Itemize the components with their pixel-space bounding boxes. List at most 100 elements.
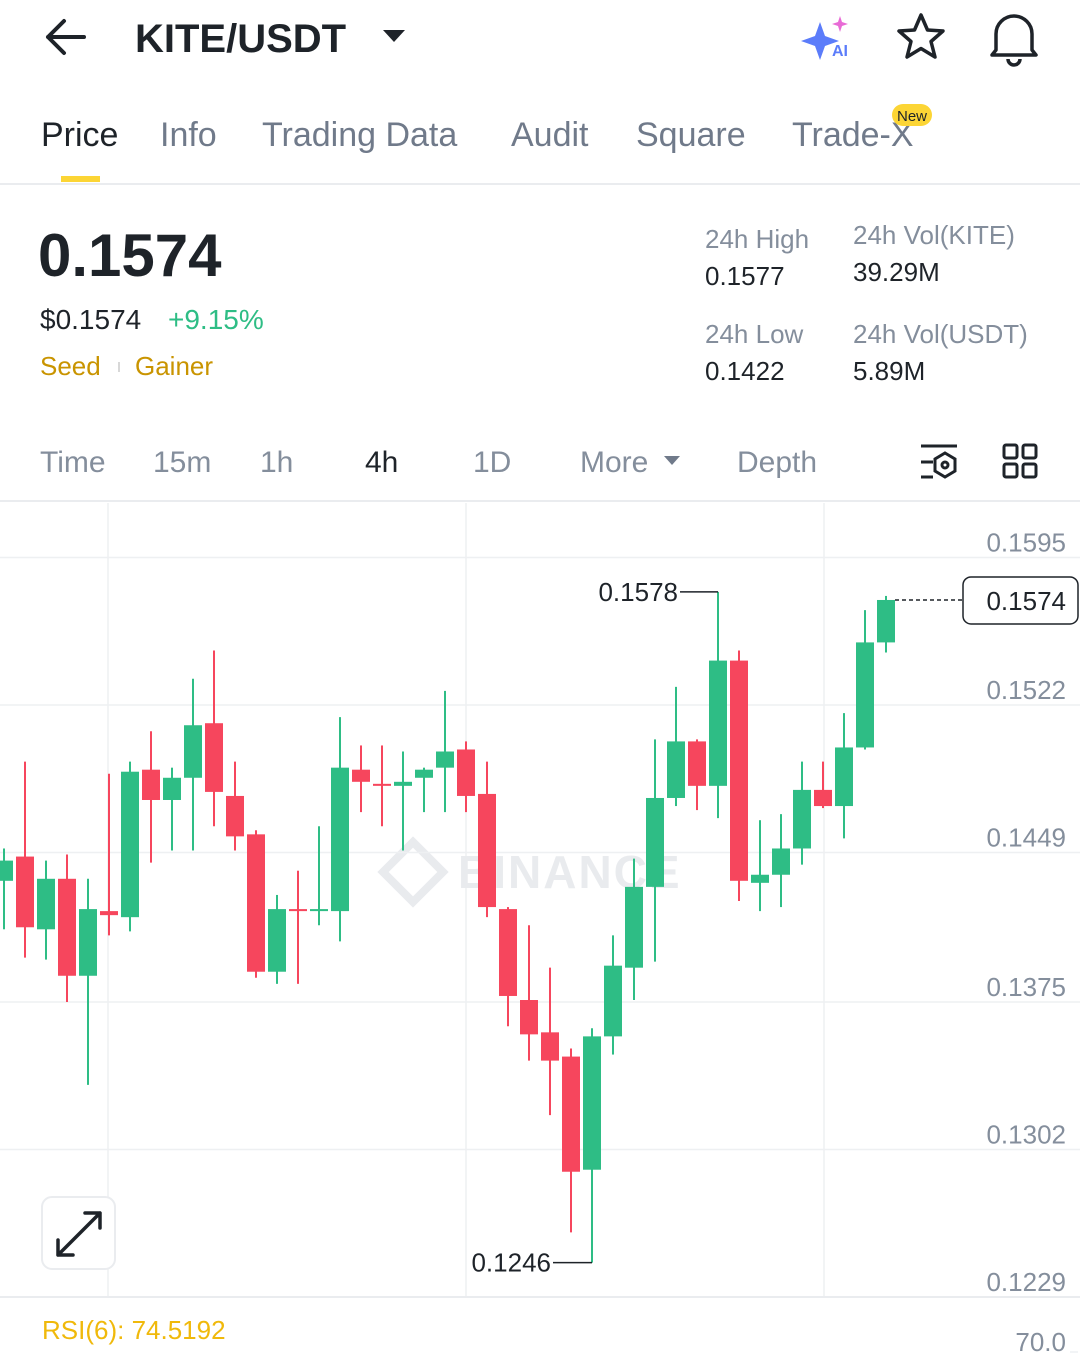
tab[interactable]: Trading Data [262, 116, 457, 154]
layout-button[interactable] [1002, 443, 1038, 479]
candle-body[interactable] [247, 834, 265, 972]
candlestick-chart[interactable]: BINANCE0.15950.15220.14490.13750.13020.1… [0, 528, 1080, 1298]
rsi-panel: RSI(6): 74.5192 70.0 [42, 1315, 1078, 1357]
interval-option[interactable]: 15m [153, 446, 211, 479]
candle-body[interactable] [163, 777, 181, 800]
back-button[interactable] [46, 19, 86, 55]
interval-bar: Time 15m 1h 4h 1D More Depth [40, 446, 817, 479]
pair-dropdown[interactable] [383, 30, 405, 42]
candle-body[interactable] [814, 789, 832, 807]
candle-body[interactable] [499, 909, 517, 996]
candle-body[interactable] [16, 856, 34, 928]
favorite-button[interactable] [897, 13, 945, 59]
ai-sparkle-small [832, 16, 848, 32]
price-change: +9.15% [168, 304, 264, 335]
stat-label: 24h Vol(KITE) [853, 220, 1015, 250]
candle-body[interactable] [394, 781, 412, 786]
candle-body[interactable] [604, 965, 622, 1037]
settings-hex [933, 451, 957, 479]
y-tick-label: 0.1522 [986, 675, 1066, 705]
stat-label: 24h Low [705, 319, 804, 349]
new-badge [892, 104, 932, 126]
bell-clapper [1006, 58, 1022, 67]
candle-body[interactable] [583, 1036, 601, 1170]
interval-option[interactable]: Depth [737, 446, 817, 479]
candle-body[interactable] [310, 909, 328, 912]
candle-body[interactable] [478, 793, 496, 908]
candle-body[interactable] [37, 878, 55, 930]
stat-value: 0.1577 [705, 261, 785, 291]
candle-body[interactable] [436, 751, 454, 768]
layout-cell [1002, 443, 1019, 460]
candle-body[interactable] [331, 767, 349, 912]
last-price-box [962, 576, 1079, 625]
candle-body[interactable] [226, 795, 244, 837]
stat-value: 39.29M [853, 257, 940, 287]
interval-option[interactable]: 1D [473, 446, 511, 479]
interval-option[interactable]: 4h [365, 446, 398, 479]
stat-value: 5.89M [853, 356, 925, 386]
settings-lines [921, 444, 957, 479]
notification-button[interactable] [990, 14, 1038, 67]
candle-body[interactable] [352, 769, 370, 782]
candle-body[interactable] [541, 1032, 559, 1061]
watermark-logo [377, 836, 449, 908]
candle-body[interactable] [688, 741, 706, 786]
tab[interactable]: Price [41, 116, 118, 154]
candle-body[interactable] [184, 725, 202, 778]
rsi-title: RSI(6): 74.5192 [42, 1315, 226, 1345]
candle-body[interactable] [289, 909, 307, 912]
candle-body[interactable] [835, 747, 853, 807]
tab[interactable]: Audit [511, 116, 589, 154]
candle-body[interactable] [856, 642, 874, 748]
candle-body[interactable] [667, 741, 685, 798]
candle-body[interactable] [100, 911, 118, 916]
stat-value: 0.1422 [705, 356, 785, 386]
candle-body[interactable] [562, 1056, 580, 1172]
candle-body[interactable] [142, 769, 160, 800]
candle-body[interactable] [877, 599, 895, 643]
tab[interactable]: Square [636, 116, 746, 154]
interval-option[interactable]: More [580, 446, 648, 479]
candle-body[interactable] [730, 660, 748, 881]
candle-body[interactable] [121, 771, 139, 918]
low-marker-label: 0.1246 [471, 1248, 551, 1278]
new-badge-text: New [897, 108, 927, 125]
candle-body[interactable] [415, 769, 433, 778]
layout-cell [1021, 443, 1038, 460]
tag[interactable]: Seed [40, 351, 101, 381]
interval-option[interactable]: 1h [260, 446, 293, 479]
candle-body[interactable] [0, 860, 13, 881]
candle-body[interactable] [58, 878, 76, 976]
active-tab-indicator [61, 176, 100, 182]
candle-body[interactable] [793, 789, 811, 849]
candle-body[interactable] [625, 886, 643, 968]
interval-option[interactable]: Time [40, 446, 106, 479]
fullscreen-button[interactable] [41, 1196, 116, 1270]
pair-title[interactable]: KITE/USDT [135, 17, 346, 61]
tab[interactable]: Info [160, 116, 217, 154]
ai-button[interactable]: AI [801, 16, 848, 60]
more-dropdown[interactable] [664, 456, 680, 465]
high-marker-label: 0.1578 [598, 577, 678, 607]
candle-body[interactable] [373, 783, 391, 786]
candle-body[interactable] [646, 797, 664, 887]
y-tick-label: 0.1375 [986, 972, 1066, 1002]
settings-dot [940, 460, 950, 470]
candle-body[interactable] [457, 749, 475, 796]
candle-body[interactable] [79, 909, 97, 976]
tab[interactable]: Trade-X [792, 116, 914, 154]
tag[interactable]: Gainer [135, 351, 213, 381]
candle-body[interactable] [520, 1000, 538, 1035]
candle-body[interactable] [268, 909, 286, 972]
indicator-settings-button[interactable] [921, 444, 957, 479]
ai-label: AI [832, 43, 848, 60]
candle-body[interactable] [751, 874, 769, 883]
candle-body[interactable] [205, 723, 223, 792]
stat-label: 24h High [705, 224, 809, 254]
bell [990, 14, 1038, 57]
candle-body[interactable] [772, 848, 790, 875]
candle-body[interactable] [709, 660, 727, 786]
stat-label: 24h Vol(USDT) [853, 319, 1028, 349]
